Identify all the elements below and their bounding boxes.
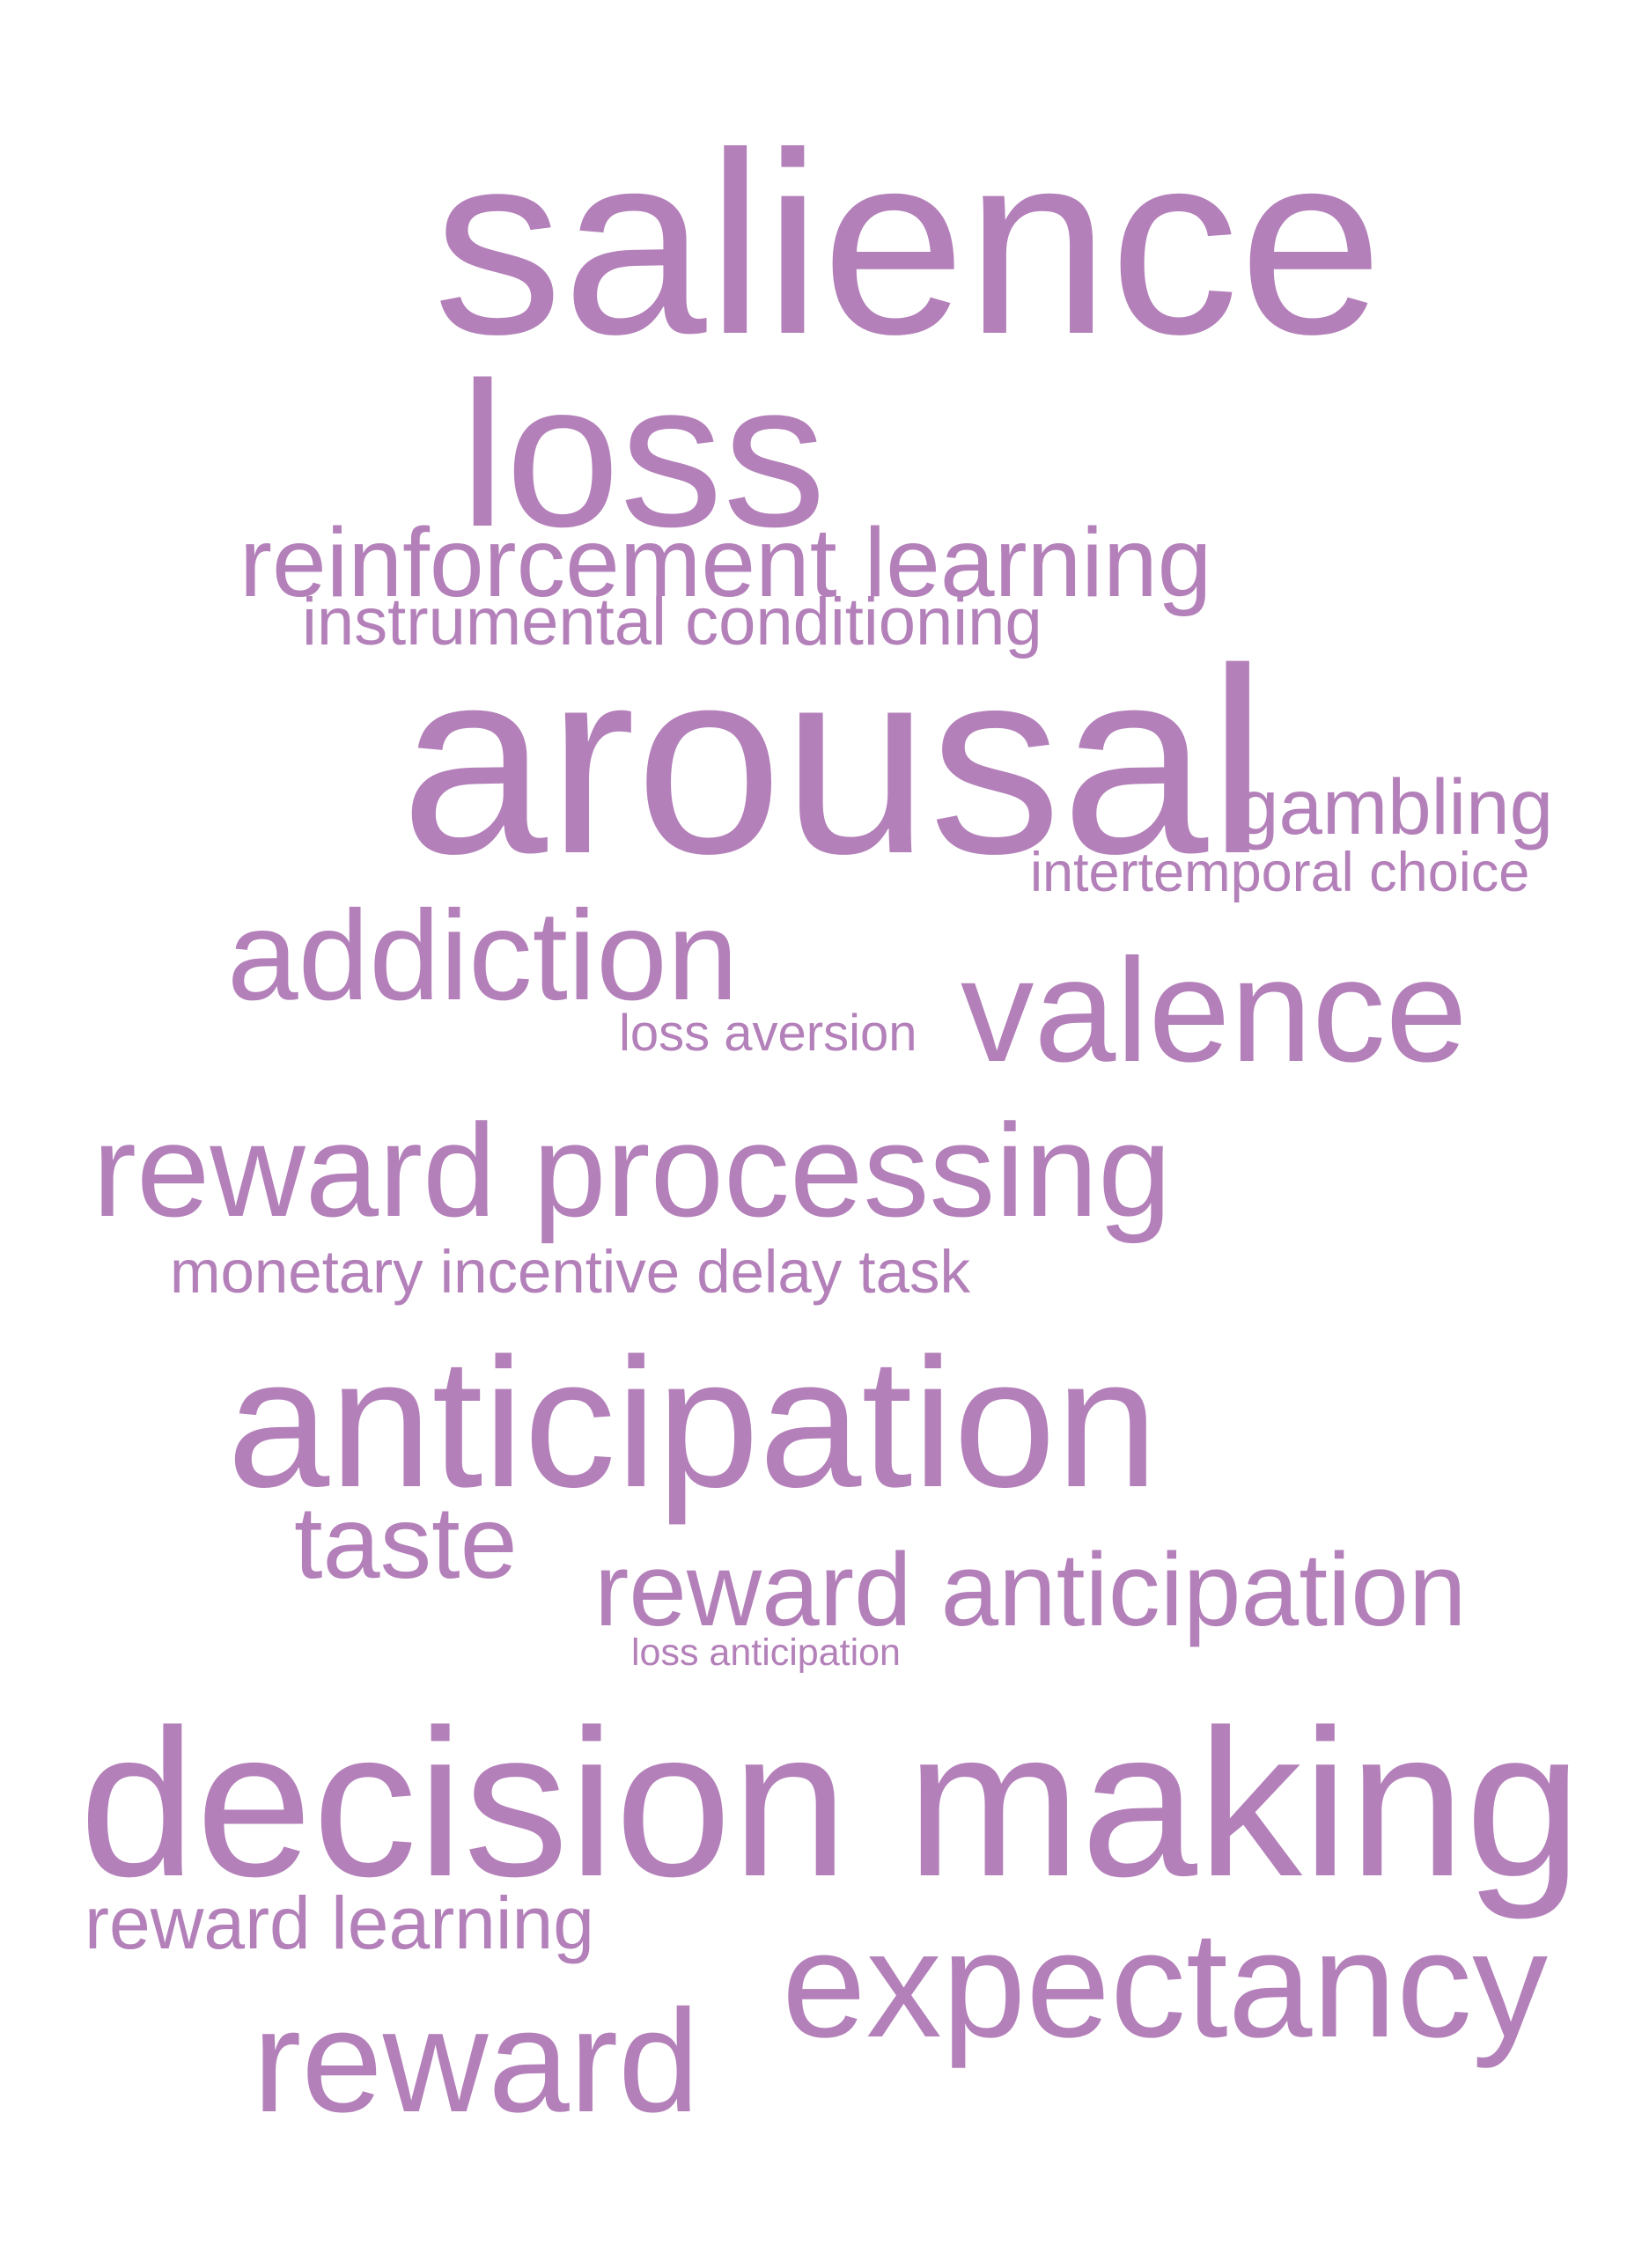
word-reward-processing: reward processing bbox=[92, 1096, 1172, 1244]
word-reward: reward bbox=[253, 1980, 700, 2143]
word-arousal: arousal bbox=[401, 613, 1267, 909]
word-gambling: gambling bbox=[1235, 762, 1554, 850]
word-loss-anticipation: loss anticipation bbox=[631, 1631, 901, 1674]
word-reward-learning: reward learning bbox=[85, 1881, 594, 1964]
word-salience: salience bbox=[433, 99, 1383, 388]
word-reward-anticipation: reward anticipation bbox=[594, 1532, 1467, 1648]
word-decision-making: decision making bbox=[79, 1687, 1582, 1920]
word-taste: taste bbox=[294, 1484, 518, 1600]
word-addiction: addiction bbox=[227, 884, 739, 1027]
word-monetary-incentive-delay-task: monetary incentive delay task bbox=[170, 1238, 970, 1306]
word-loss-aversion: loss aversion bbox=[619, 1005, 917, 1062]
word-loss: loss bbox=[460, 339, 827, 570]
word-intertemporal-choice: intertemporal choice bbox=[1030, 842, 1530, 903]
word-valence: valence bbox=[961, 929, 1468, 1093]
word-reinforcement-learning: reinforcement learning bbox=[239, 508, 1212, 617]
word-anticipation: anticipation bbox=[227, 1321, 1159, 1526]
word-expectancy: expectancy bbox=[782, 1900, 1549, 2069]
word-instrumental-conditioning: instrumental conditioning bbox=[302, 585, 1042, 659]
